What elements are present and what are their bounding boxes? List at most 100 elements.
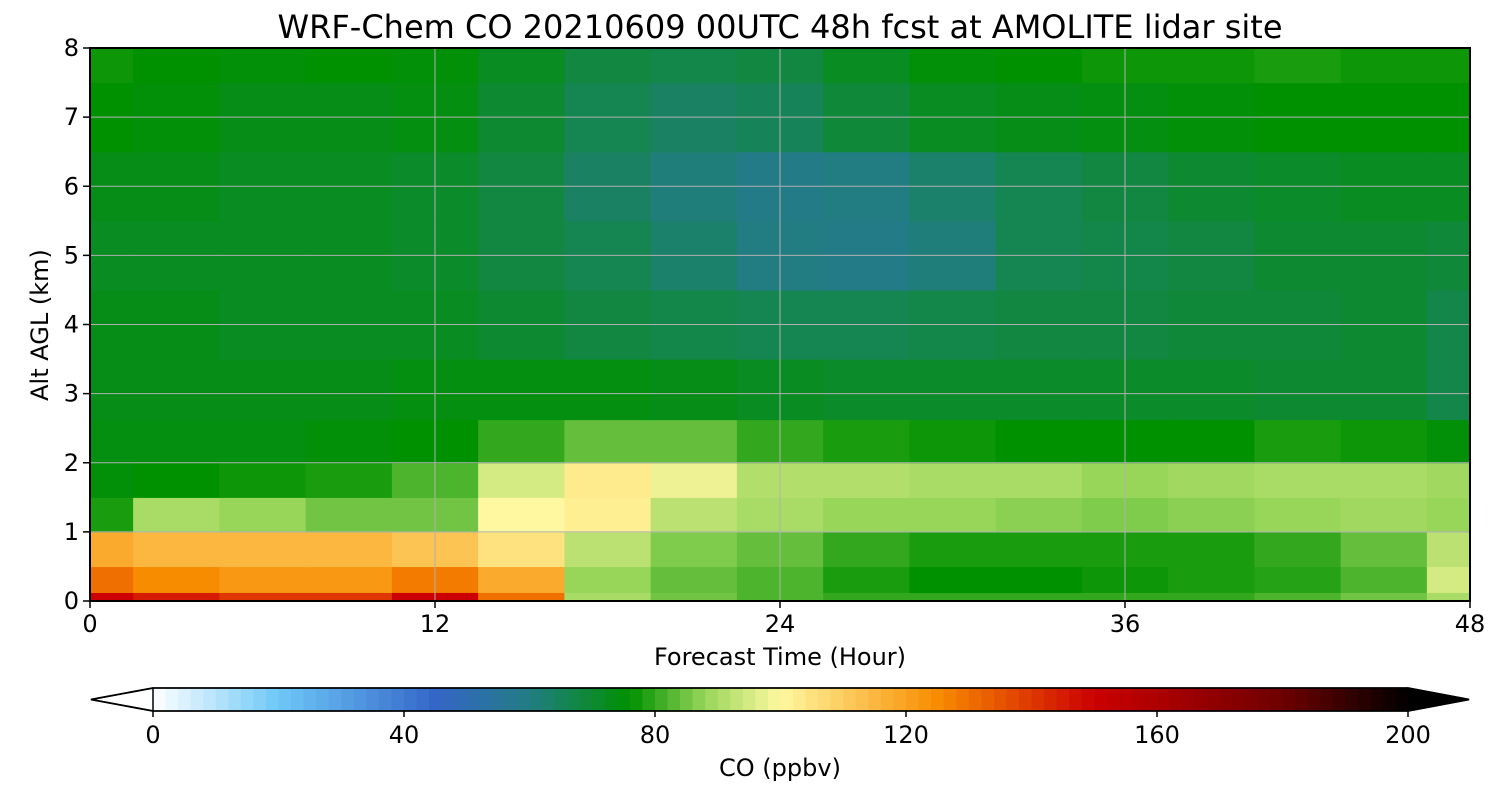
colorbar-segment: [604, 688, 618, 711]
colorbar-segment: [617, 688, 631, 711]
heatmap-cell: [305, 359, 393, 421]
heatmap-cell: [1254, 566, 1342, 593]
heatmap-cell: [909, 566, 997, 593]
heatmap-cell: [1426, 359, 1471, 421]
colorbar-segment: [253, 688, 267, 711]
colorbar-segment: [215, 688, 229, 711]
heatmap-cell: [823, 531, 910, 568]
heatmap-cell: [995, 359, 1083, 421]
heatmap-cell: [305, 566, 393, 593]
heatmap-cell: [90, 359, 134, 421]
y-tick-label: 7: [64, 103, 79, 131]
heatmap-cell: [219, 359, 307, 421]
colorbar-segment: [1094, 688, 1108, 711]
colorbar-segment: [1282, 688, 1296, 711]
colorbar-segment: [1131, 688, 1145, 711]
heatmap-cell: [564, 359, 652, 421]
heatmap-cell: [219, 462, 307, 498]
heatmap-cell: [1168, 48, 1255, 84]
heatmap-cell: [909, 531, 997, 568]
heatmap-cell: [305, 462, 393, 498]
heatmap-cell: [1254, 48, 1342, 84]
heatmap-cell: [1254, 531, 1342, 568]
heatmap-cell: [1168, 462, 1255, 498]
heatmap-cell: [650, 497, 738, 533]
colorbar-segment: [868, 688, 882, 711]
colorbar: [90, 687, 1470, 712]
heatmap-cell: [1254, 592, 1342, 602]
colorbar-segment: [642, 688, 656, 711]
colorbar-segment: [579, 688, 593, 711]
heatmap-cell: [1254, 419, 1342, 464]
heatmap-cell: [133, 531, 220, 568]
heatmap-cell: [823, 592, 910, 602]
heatmap-cell: [478, 531, 565, 568]
colorbar-segment: [491, 688, 505, 711]
heatmap-cell: [90, 497, 134, 533]
colorbar-segment: [1395, 688, 1409, 711]
colorbar-segment: [240, 688, 254, 711]
x-axis: 0 12 24 36 48: [82, 601, 1485, 638]
x-tick-label: 12: [420, 610, 451, 638]
heatmap-cell: [909, 592, 997, 602]
heatmap-cell: [305, 531, 393, 568]
heatmap-cell: [90, 419, 134, 464]
heatmap-cell: [219, 566, 307, 593]
y-axis: 0 1 2 3 4 5 6 7 8: [64, 34, 90, 615]
heatmap-cell: [305, 497, 393, 533]
colorbar-segment: [1382, 688, 1396, 711]
heatmap-cell: [995, 48, 1083, 84]
colorbar-segment: [404, 688, 418, 711]
colorbar-segment: [1106, 688, 1120, 711]
colorbar-segment: [328, 688, 342, 711]
colorbar-segment: [793, 688, 807, 711]
heatmap-cell: [1340, 48, 1428, 84]
heatmap-cell: [1340, 592, 1428, 602]
colorbar-segment: [1044, 688, 1058, 711]
colorbar-segment: [1232, 688, 1246, 711]
heatmap-cell: [650, 592, 738, 602]
colorbar-segment: [1169, 688, 1183, 711]
heatmap-cell: [1168, 531, 1255, 568]
heatmap-cell: [823, 359, 910, 421]
colorbar-segment: [667, 688, 681, 711]
colorbar-segment: [1081, 688, 1095, 711]
colorbar-segment: [893, 688, 907, 711]
heatmap-cell: [133, 419, 220, 464]
y-tick-label: 2: [64, 449, 79, 477]
colorbar-ticks: 0 40 80 120 160 200: [145, 711, 1431, 749]
heatmap-cell: [219, 531, 307, 568]
colorbar-segment: [416, 688, 430, 711]
heatmap-cell: [219, 419, 307, 464]
colorbar-label: CO (ppbv): [719, 754, 841, 782]
chart-title: WRF-Chem CO 20210609 00UTC 48h fcst at A…: [277, 8, 1282, 46]
heatmap-cell: [650, 419, 738, 464]
heatmap-cell: [909, 48, 997, 84]
heatmap-cell: [995, 462, 1083, 498]
heatmap-cell: [1426, 592, 1471, 602]
colorbar-segment: [818, 688, 832, 711]
colorbar-segment: [1320, 688, 1334, 711]
y-tick-label: 1: [64, 518, 79, 546]
heatmap-cell: [1168, 497, 1255, 533]
heatmap-cell: [995, 592, 1083, 602]
colorbar-segment: [429, 688, 443, 711]
heatmap-cell: [995, 419, 1083, 464]
colorbar-segment: [1031, 688, 1045, 711]
heatmap-cell: [478, 592, 565, 602]
colorbar-segment: [918, 688, 932, 711]
heatmap-cell: [823, 419, 910, 464]
colorbar-segment: [755, 688, 769, 711]
colorbar-segment: [466, 688, 480, 711]
heatmap-cell: [478, 462, 565, 498]
colorbar-segment: [1307, 688, 1321, 711]
heatmap-cell: [219, 497, 307, 533]
colorbar-segment: [178, 688, 192, 711]
heatmap-cell: [133, 359, 220, 421]
colorbar-segment: [1345, 688, 1359, 711]
colorbar-segment: [504, 688, 518, 711]
heatmap-cell: [909, 419, 997, 464]
colorbar-segment: [1332, 688, 1346, 711]
y-tick-label: 3: [64, 380, 79, 408]
heatmap-cell: [90, 592, 134, 602]
